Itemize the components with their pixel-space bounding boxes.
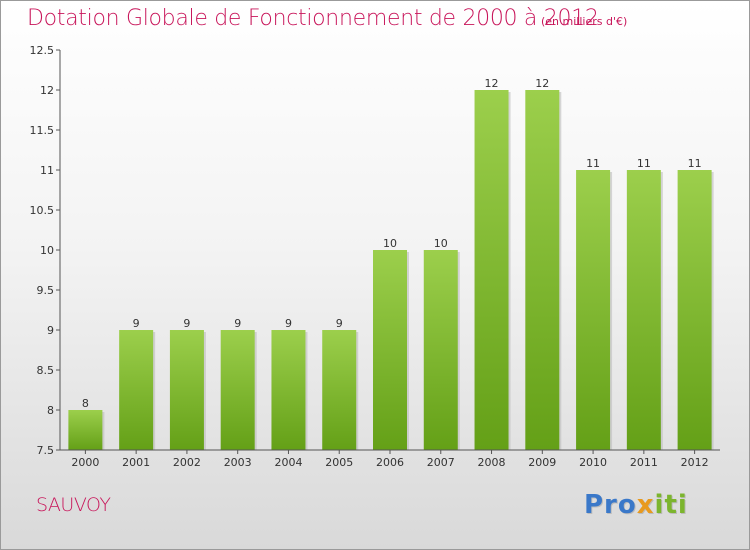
x-tick-label: 2012 (681, 456, 709, 469)
bar (119, 330, 154, 450)
chart-title-text: Dotation Globale de Fonctionnement de 20… (27, 6, 599, 31)
y-axis: 7.5 8 8.5 9 9.5 10 10.5 11 11.5 12 12.5 (30, 44, 61, 457)
bar (525, 90, 560, 450)
commune-name: SAUVOY (36, 494, 111, 516)
bar (576, 170, 611, 450)
bar (373, 250, 407, 450)
x-tick-label: 2009 (528, 456, 556, 469)
bar-value-label: 10 (434, 237, 448, 250)
x-tick-label: 2004 (274, 456, 302, 469)
y-tick-label: 12.5 (30, 44, 55, 57)
bar (271, 330, 306, 450)
bar (423, 250, 458, 450)
x-tick-label: 2010 (579, 456, 607, 469)
bar-value-label: 12 (535, 77, 549, 90)
bar (677, 170, 712, 450)
y-tick-label: 9 (47, 324, 54, 337)
bar-value-label: 9 (234, 317, 241, 330)
bar-value-label: 11 (586, 157, 600, 170)
x-axis: 2000 2001 2002 2003 2004 2005 2006 2007 2008 2009… (60, 449, 720, 469)
y-tick-label: 8 (47, 404, 54, 417)
x-tick-label: 2006 (376, 456, 404, 469)
bar-value-label: 9 (336, 317, 343, 330)
chart-subtitle: (en milliers d'€) (541, 15, 628, 28)
bar (322, 330, 357, 450)
x-tick-label: 2011 (630, 456, 658, 469)
x-tick-label: 2000 (71, 456, 99, 469)
bar-value-label: 10 (383, 237, 397, 250)
x-tick-label: 2001 (122, 456, 150, 469)
bar-value-label: 9 (183, 317, 190, 330)
bar (169, 330, 204, 450)
x-tick-label: 2008 (478, 456, 506, 469)
bar-value-label: 11 (688, 157, 702, 170)
y-tick-label: 7.5 (37, 444, 55, 457)
bars-group: 8 9 9 9 9 9 10 10 12 12 11 11 11 (68, 77, 714, 450)
x-tick-label: 2003 (224, 456, 252, 469)
y-tick-label: 9.5 (37, 284, 55, 297)
bar-value-label: 9 (285, 317, 292, 330)
y-tick-label: 11 (40, 164, 54, 177)
bar-value-label: 9 (133, 317, 140, 330)
x-tick-label: 2007 (427, 456, 455, 469)
x-tick-label: 2005 (325, 456, 353, 469)
bar (474, 90, 509, 450)
bar (220, 330, 255, 450)
bar-value-label: 11 (637, 157, 651, 170)
y-tick-label: 10 (40, 244, 54, 257)
proxiti-logo: Proxiti (584, 490, 688, 520)
x-tick-label: 2002 (173, 456, 201, 469)
bar-value-label: 12 (485, 77, 499, 90)
y-tick-label: 11.5 (30, 124, 55, 137)
bar (626, 170, 661, 450)
bar (68, 410, 103, 450)
y-tick-label: 8.5 (37, 364, 55, 377)
bar-value-label: 8 (82, 397, 89, 410)
chart-title: Dotation Globale de Fonctionnement de 20… (27, 6, 599, 31)
y-tick-label: 10.5 (30, 204, 55, 217)
y-tick-label: 12 (40, 84, 54, 97)
